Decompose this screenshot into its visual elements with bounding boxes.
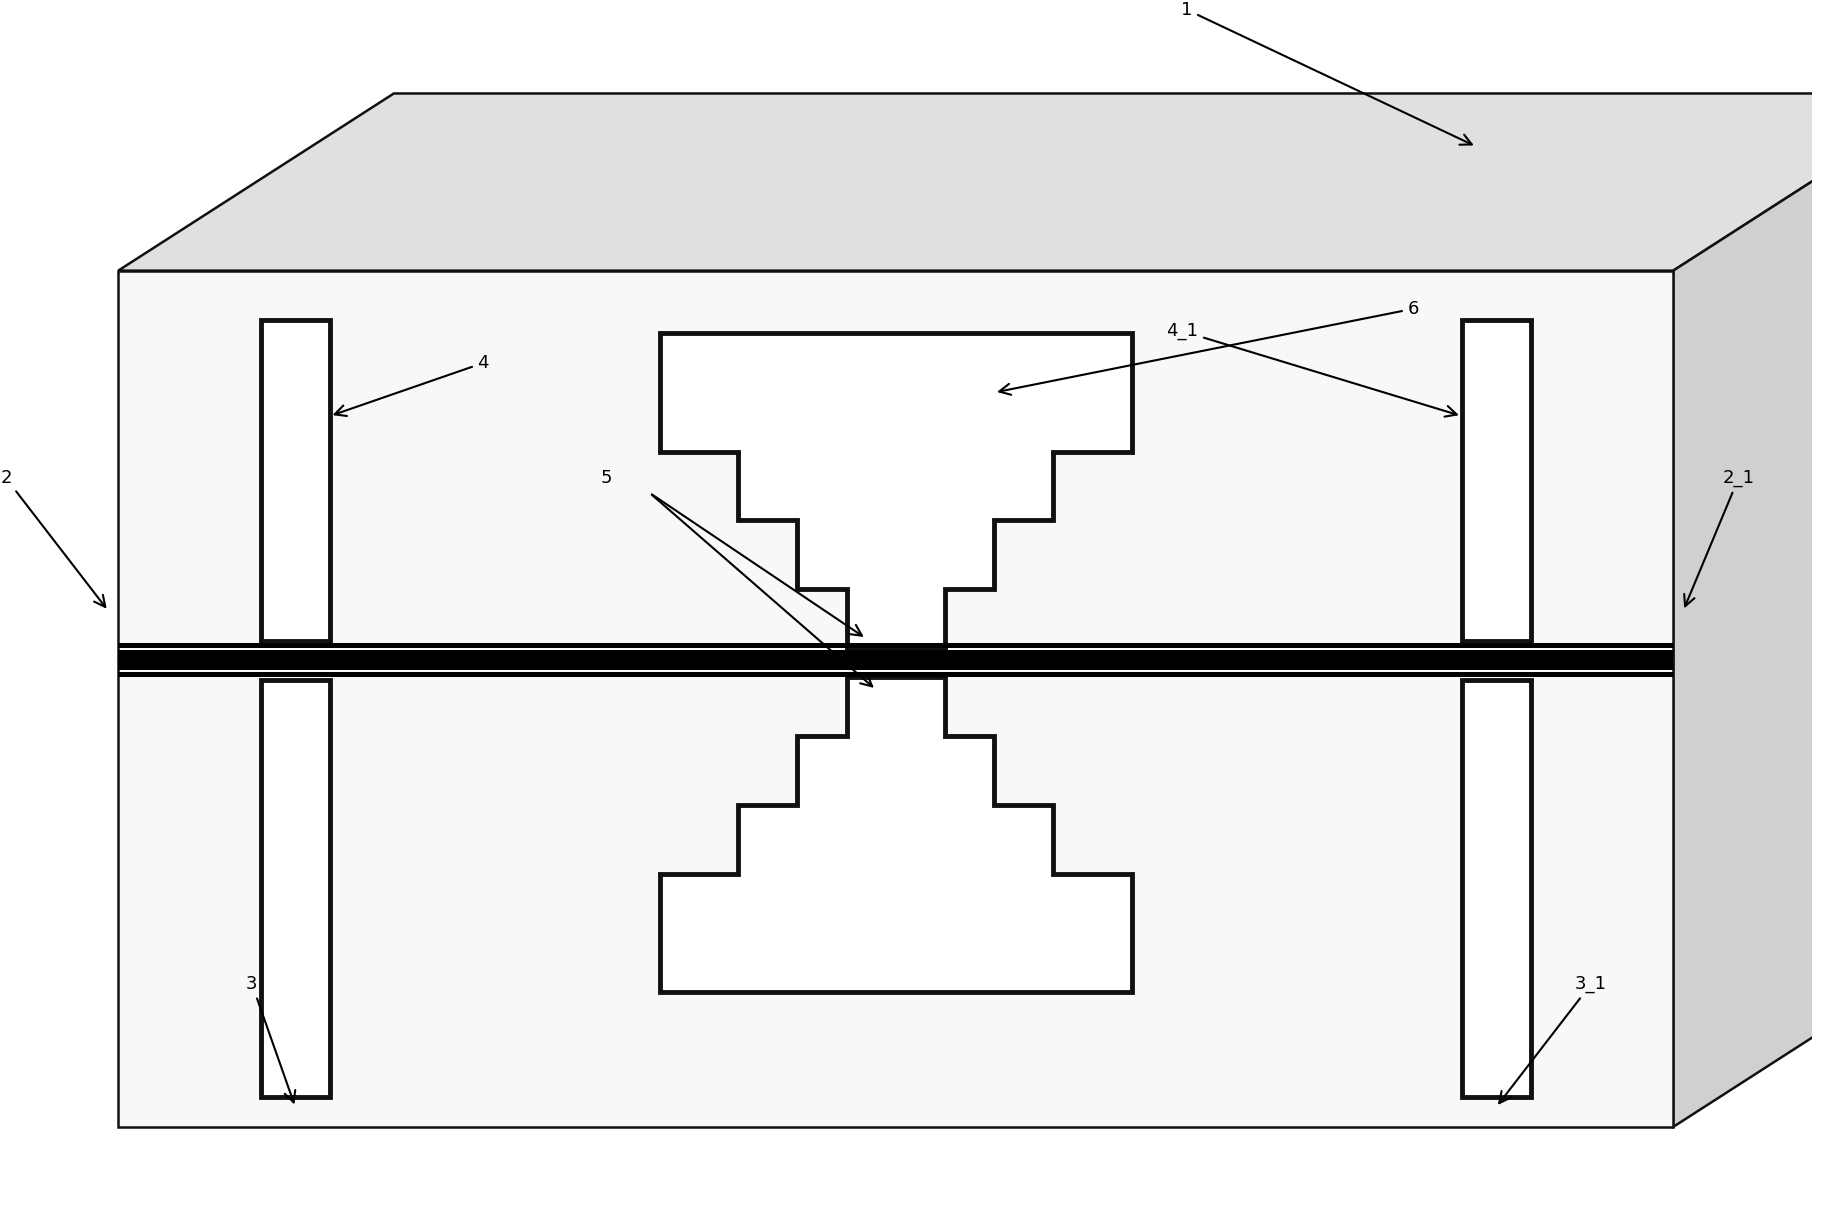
Text: 5: 5 [601, 470, 612, 488]
Bar [1462, 320, 1530, 641]
Text: 2: 2 [0, 470, 106, 607]
Bar [260, 320, 330, 641]
Text: 3: 3 [246, 975, 295, 1102]
Text: 4_1: 4_1 [1167, 322, 1457, 416]
Bar [118, 643, 1673, 648]
Polygon shape [659, 333, 1133, 648]
Text: 3_1: 3_1 [1499, 975, 1606, 1103]
Bar [118, 270, 1673, 1127]
Bar [118, 672, 1673, 677]
Polygon shape [118, 93, 1821, 270]
Polygon shape [659, 677, 1133, 992]
Bar [1462, 680, 1530, 1097]
Text: 4: 4 [335, 354, 490, 416]
Bar [118, 651, 1673, 670]
Text: 2_1: 2_1 [1684, 470, 1754, 606]
Polygon shape [1673, 93, 1821, 1127]
Text: 6: 6 [1000, 299, 1419, 395]
Text: 1: 1 [1182, 1, 1471, 145]
Bar [260, 680, 330, 1097]
